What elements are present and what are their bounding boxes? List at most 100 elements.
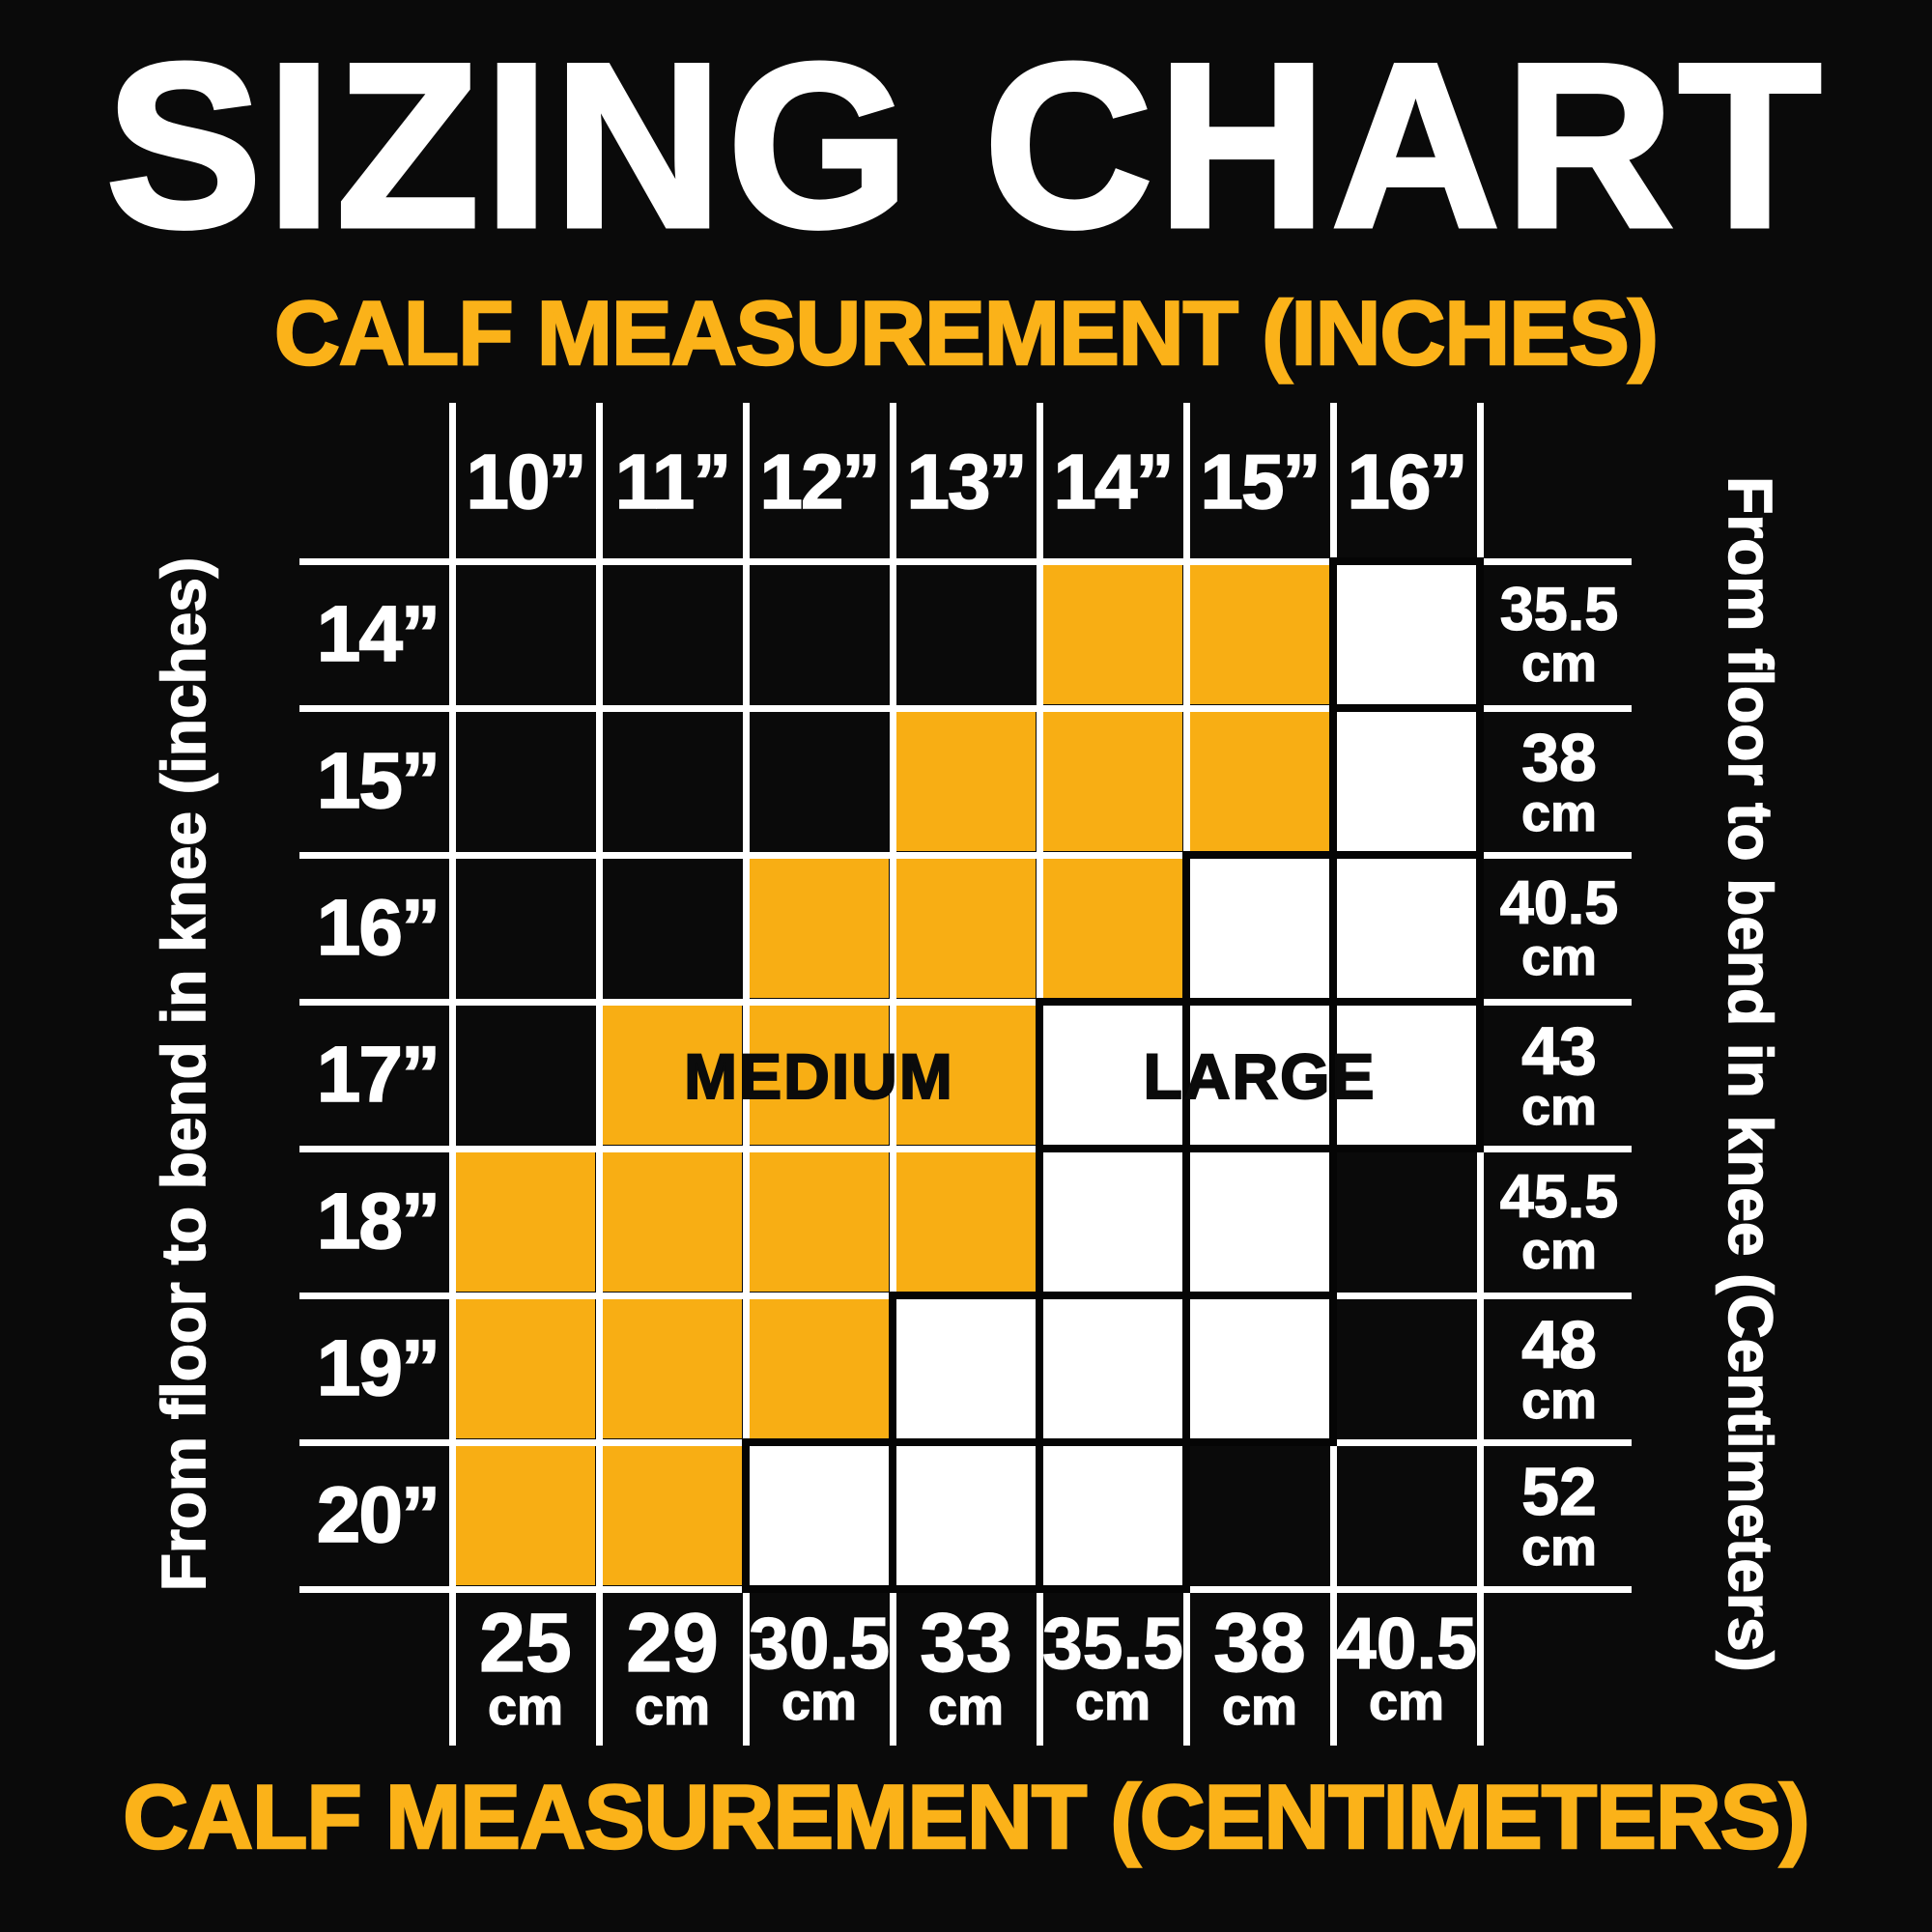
row-label-cm: 48 cm xyxy=(1488,1295,1631,1442)
column-label-cm: 29 cm xyxy=(599,1593,746,1744)
axis-label-knee-centimeters: From floor to bend in knee (Centimeters) xyxy=(1715,476,1786,1673)
column-label-cm-unit: cm xyxy=(927,1678,1005,1737)
grid-vline xyxy=(448,403,456,1746)
column-header-inches: 15” xyxy=(1200,439,1321,525)
row-label-cm: 52 cm xyxy=(1488,1442,1631,1589)
grid-cell-large xyxy=(1036,1145,1190,1299)
row-header-inches: 16” xyxy=(316,884,441,972)
grid-cell-large xyxy=(742,1438,896,1593)
row-label-cm-value: 45.5 xyxy=(1499,1162,1619,1231)
grid-cell-medium xyxy=(1190,712,1329,851)
row-label-cm: 35.5 cm xyxy=(1488,561,1631,708)
row-header-inches: 14” xyxy=(316,590,441,678)
column-label-cm-unit: cm xyxy=(1221,1678,1298,1737)
column-label-cm: 35.5 cm xyxy=(1039,1593,1186,1744)
grid-cell-medium xyxy=(1043,565,1182,704)
row-label-cm-value: 38 xyxy=(1520,719,1597,795)
column-label-cm-unit: cm xyxy=(634,1678,711,1737)
grid-hline xyxy=(299,998,1632,1006)
column-header-inches: 11” xyxy=(614,439,732,525)
grid-hline xyxy=(299,851,1632,859)
column-header-inches: 10” xyxy=(466,439,587,525)
page-title: SIZING CHART xyxy=(103,15,1827,276)
column-label-cm-value: 35.5 xyxy=(1041,1603,1183,1685)
row-label-cm-value: 35.5 xyxy=(1499,575,1619,643)
grid-cell-large xyxy=(1329,998,1484,1152)
grid-cell-medium xyxy=(750,859,889,998)
grid-cell-medium xyxy=(603,1299,742,1438)
grid-cell-medium xyxy=(603,1006,742,1145)
row-label-cm-unit: cm xyxy=(1520,1371,1598,1430)
column-label-cm: 38 cm xyxy=(1186,1593,1333,1744)
grid-cell-medium xyxy=(456,1299,595,1438)
row-header-inches: 20” xyxy=(316,1471,441,1559)
grid-hline xyxy=(299,704,1632,712)
column-label-cm-value: 38 xyxy=(1213,1597,1307,1690)
size-region-medium: MEDIUM xyxy=(683,1039,954,1113)
column-label-cm-value: 25 xyxy=(479,1597,573,1690)
column-label-cm-unit: cm xyxy=(781,1673,858,1732)
row-header-inches: 19” xyxy=(316,1324,441,1412)
grid-vline xyxy=(742,403,750,1746)
grid-hline xyxy=(299,557,1632,565)
grid-cell-medium xyxy=(1190,565,1329,704)
grid-cell-medium xyxy=(896,1006,1036,1145)
grid-cell-medium xyxy=(896,859,1036,998)
column-label-cm: 40.5 cm xyxy=(1333,1593,1480,1744)
row-header-inches: 17” xyxy=(316,1031,441,1119)
column-label-cm-value: 33 xyxy=(920,1597,1013,1690)
row-header-inches: 15” xyxy=(316,737,441,825)
row-label-cm: 43 cm xyxy=(1488,1002,1631,1149)
axis-label-calf-centimeters: CALF MEASUREMENT (CENTIMETERS) xyxy=(122,1766,1811,1867)
grid-cell-medium xyxy=(896,1152,1036,1292)
row-label-cm-unit: cm xyxy=(1520,783,1598,842)
column-label-cm: 25 cm xyxy=(452,1593,599,1744)
grid-cell-large xyxy=(1182,851,1337,1006)
grid-cell-medium xyxy=(603,1446,742,1585)
row-label-cm-unit: cm xyxy=(1520,634,1598,693)
grid-cell-medium xyxy=(750,1299,889,1438)
row-label-cm-unit: cm xyxy=(1520,1221,1598,1280)
grid-cell-medium xyxy=(750,1006,889,1145)
row-label-cm-value: 52 xyxy=(1520,1453,1597,1529)
column-label-cm: 30.5 cm xyxy=(746,1593,893,1744)
row-header-inches: 18” xyxy=(316,1178,441,1265)
column-label-cm: 33 cm xyxy=(893,1593,1039,1744)
column-label-cm-unit: cm xyxy=(1368,1673,1445,1732)
column-label-cm-unit: cm xyxy=(487,1678,564,1737)
grid-cell-large xyxy=(889,1438,1043,1593)
row-label-cm-unit: cm xyxy=(1520,927,1598,986)
axis-label-calf-inches: CALF MEASUREMENT (INCHES) xyxy=(273,282,1660,384)
grid-cell-large xyxy=(1182,1145,1337,1299)
grid-cell-large xyxy=(1329,704,1484,859)
grid-cell-medium xyxy=(1043,712,1182,851)
column-label-cm-value: 30.5 xyxy=(748,1603,890,1685)
grid-cell-large xyxy=(1329,557,1484,712)
row-label-cm-unit: cm xyxy=(1520,1077,1598,1136)
size-region-large: LARGE xyxy=(1143,1039,1377,1113)
grid-cell-medium xyxy=(896,712,1036,851)
column-label-cm-unit: cm xyxy=(1074,1673,1151,1732)
row-label-cm: 45.5 cm xyxy=(1488,1149,1631,1295)
grid-hline xyxy=(299,1145,1632,1152)
grid-cell-medium xyxy=(750,1152,889,1292)
grid-cell-large xyxy=(1036,1292,1190,1446)
grid-cell-medium xyxy=(456,1446,595,1585)
column-label-cm-value: 40.5 xyxy=(1335,1603,1477,1685)
grid-cell-medium xyxy=(456,1152,595,1292)
row-label-cm: 40.5 cm xyxy=(1488,855,1631,1002)
row-label-cm-value: 48 xyxy=(1520,1306,1597,1382)
axis-label-knee-inches: From floor to bend in knee (inches) xyxy=(148,556,219,1592)
grid-vline xyxy=(595,403,603,1746)
column-header-inches: 16” xyxy=(1347,439,1468,525)
row-label-cm-value: 40.5 xyxy=(1499,868,1619,937)
row-label-cm-value: 43 xyxy=(1520,1012,1597,1089)
row-label-cm: 38 cm xyxy=(1488,708,1631,855)
column-header-inches: 14” xyxy=(1053,439,1175,525)
column-header-inches: 12” xyxy=(759,439,881,525)
grid-cell-large xyxy=(1036,1438,1190,1593)
grid-cell-medium xyxy=(603,1152,742,1292)
grid-cell-large xyxy=(1182,1292,1337,1446)
column-header-inches: 13” xyxy=(906,439,1028,525)
